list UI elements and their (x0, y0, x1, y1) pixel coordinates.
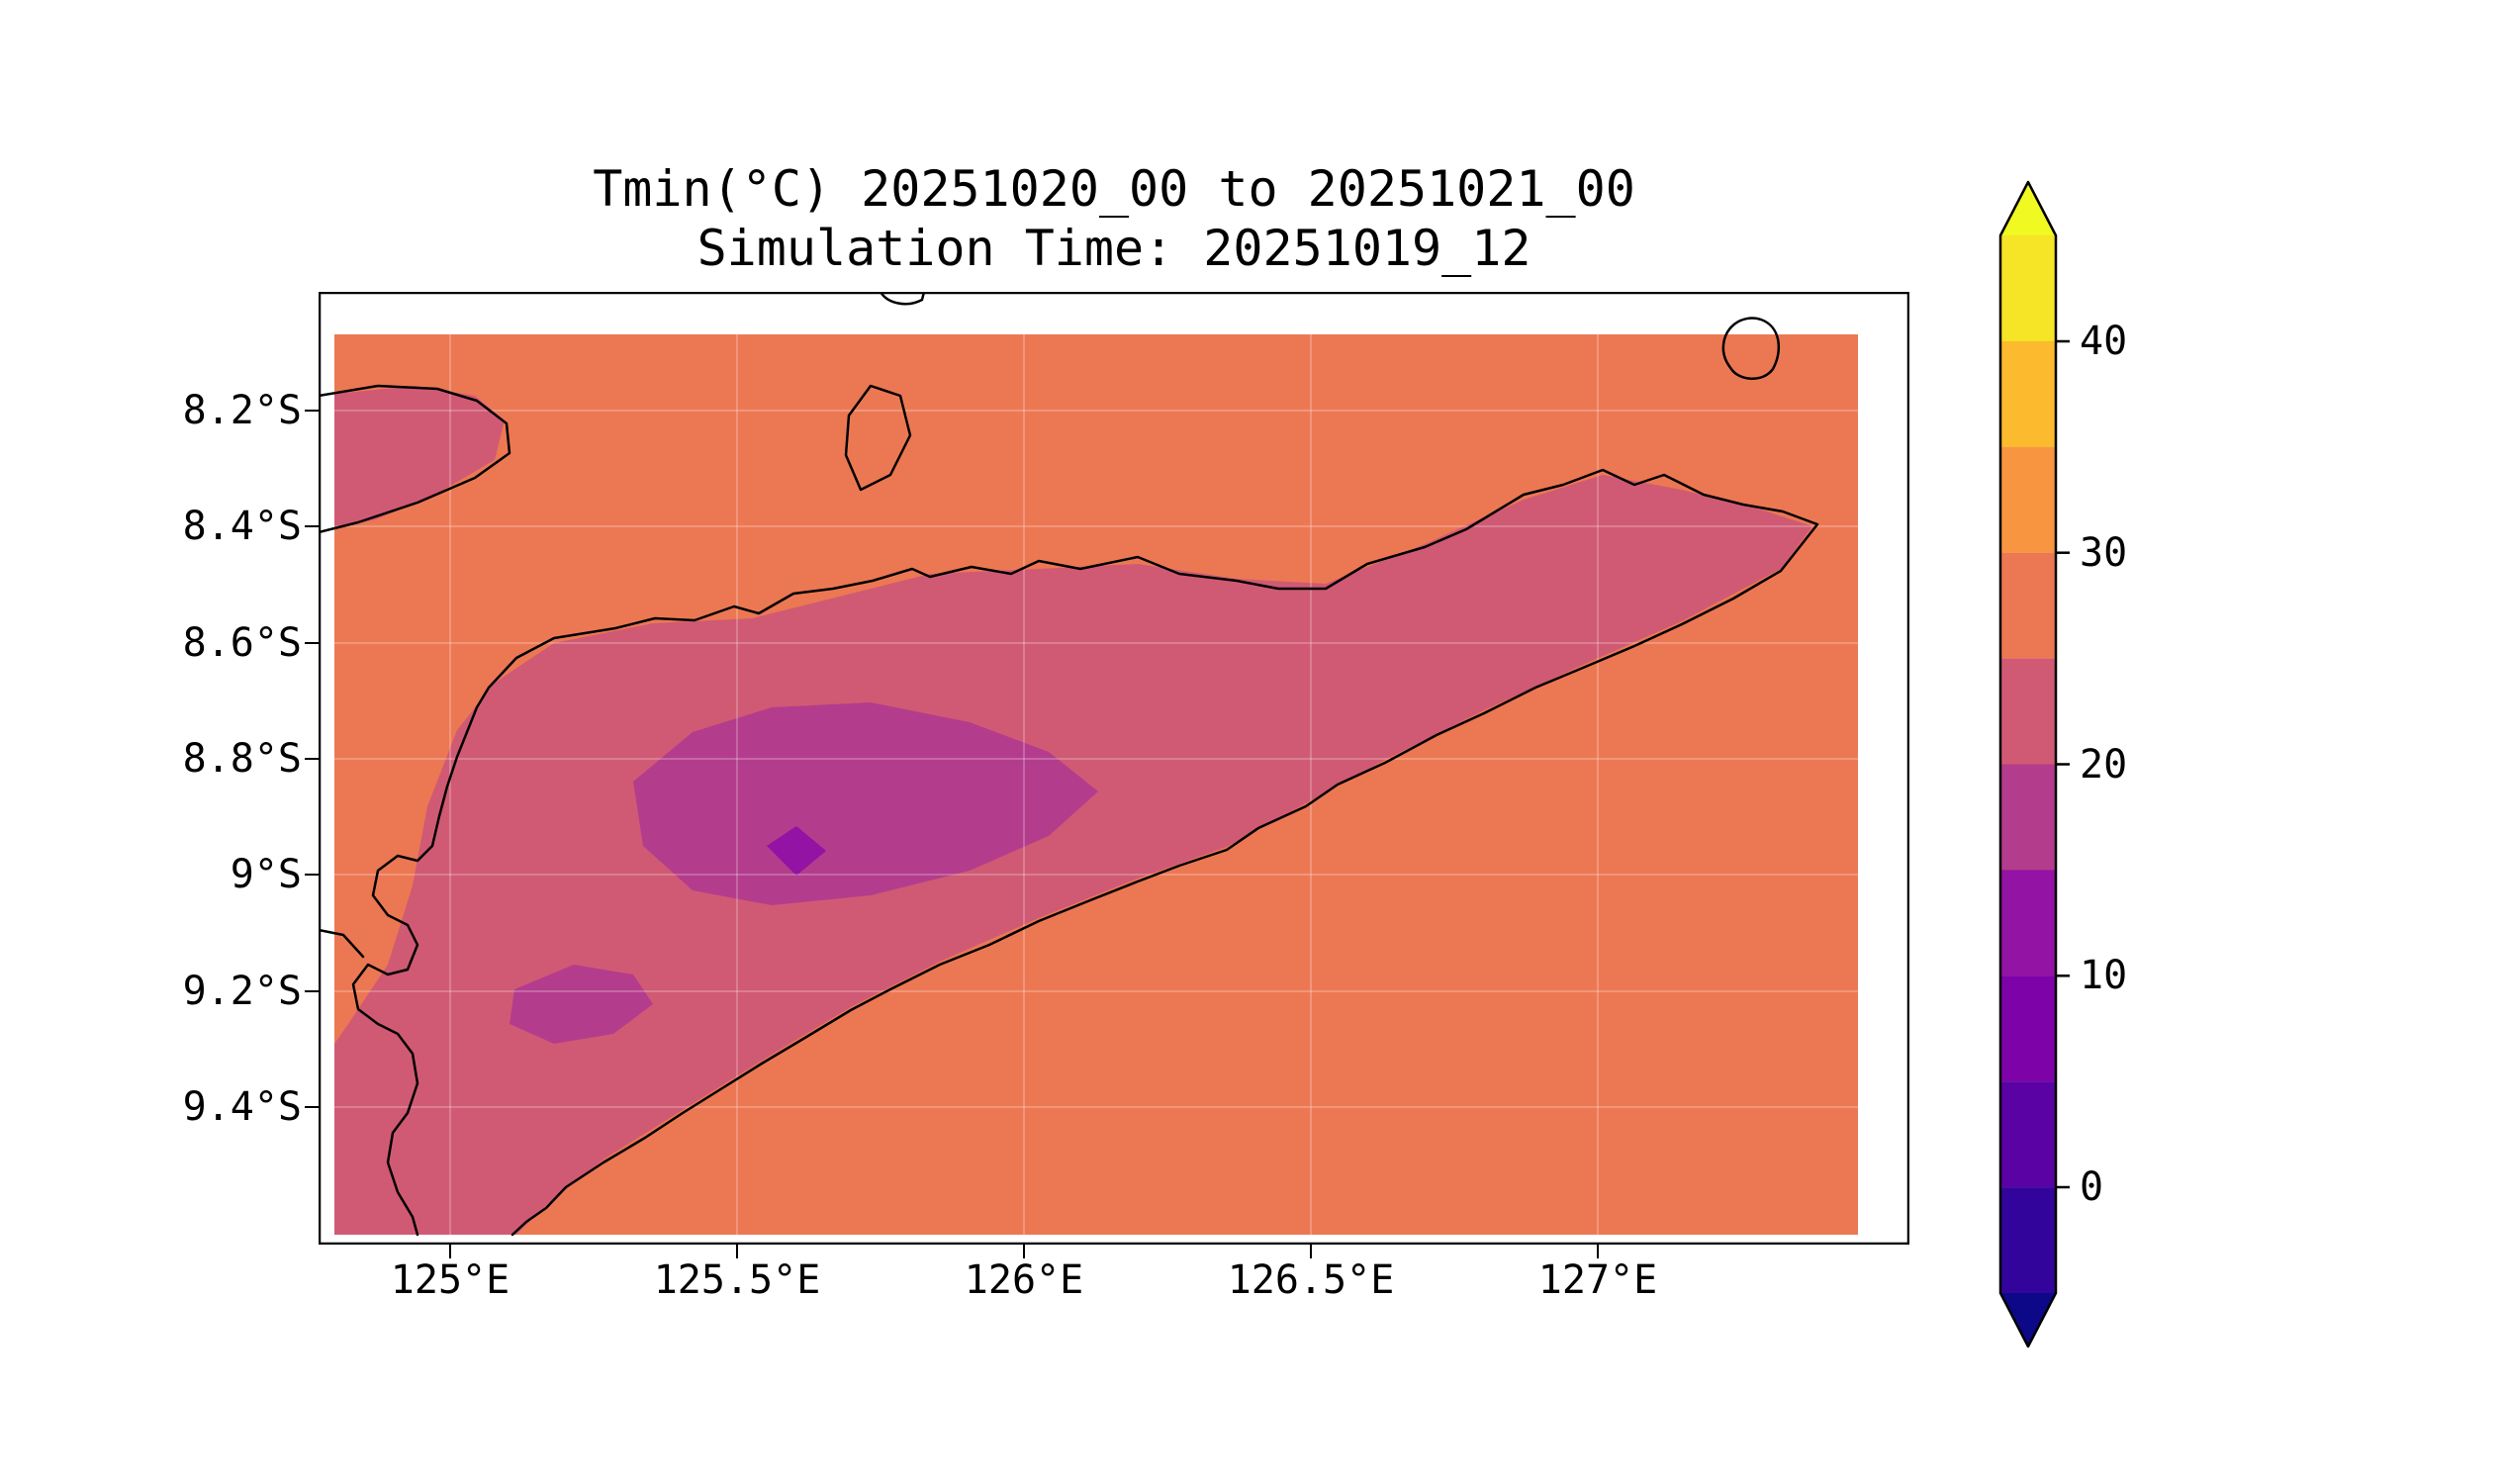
colorbar-band (2000, 1081, 2056, 1188)
colorbar-band (2000, 235, 2056, 341)
y-tick-label: 9.4°S (182, 1084, 302, 1130)
colorbar-band (2000, 340, 2056, 447)
x-tickmark (1023, 1245, 1025, 1258)
coastline-northwest (319, 384, 511, 534)
colorbar (1998, 180, 2070, 1348)
colorbar-band (2000, 870, 2056, 976)
x-tick-label: 127°E (1537, 1257, 1658, 1303)
contour-region-15-20-main (633, 702, 1098, 905)
colorbar-tick-label: 0 (2080, 1164, 2104, 1210)
colorbar-tick-label: 20 (2080, 742, 2128, 788)
colorbar-band (2000, 1187, 2056, 1294)
y-tick-label: 8.4°S (182, 504, 302, 549)
y-tickmark (305, 1106, 319, 1108)
y-tick-label: 8.8°S (182, 736, 302, 782)
colorbar-band (2000, 552, 2056, 659)
y-tick-label: 8.2°S (182, 388, 302, 433)
x-tick-label: 125.5°E (653, 1257, 821, 1303)
x-tickmark (1597, 1245, 1599, 1258)
y-tick-label: 9.2°S (182, 969, 302, 1014)
y-tick-label: 9°S (230, 852, 302, 897)
colorbar-tick-label: 40 (2080, 319, 2128, 364)
x-tickmark (449, 1245, 451, 1258)
contour-region-20-25-main (334, 475, 1812, 1235)
chart-subtitle: Simulation Time: 20251019_12 (696, 220, 1531, 277)
colorbar-band (2000, 975, 2056, 1082)
y-tickmark (305, 874, 319, 876)
colorbar-tick-label: 10 (2080, 953, 2128, 998)
gridlines (334, 334, 1858, 1235)
colorbar-band (2000, 658, 2056, 765)
y-tickmark (305, 525, 319, 527)
coastline-timor (351, 468, 1819, 1237)
coastline-top-edge (879, 292, 926, 306)
x-tick-label: 126°E (964, 1257, 1084, 1303)
contour-map (319, 292, 1909, 1245)
y-tick-label: 8.6°S (182, 620, 302, 666)
colorbar-arrow-low (2000, 1293, 2056, 1346)
coastline-left-edge (319, 928, 365, 959)
y-tickmark (305, 642, 319, 644)
y-tickmark (305, 990, 319, 992)
y-tickmark (305, 758, 319, 760)
colorbar-band (2000, 446, 2056, 553)
colorbar-band (2000, 764, 2056, 871)
contour-region-15-20-small (510, 965, 653, 1044)
colorbar-outline (1998, 180, 2058, 1348)
x-tick-label: 125°E (390, 1257, 510, 1303)
colorbar-arrow-high (2000, 182, 2056, 235)
y-tickmark (305, 410, 319, 412)
colorbar-tick-label: 30 (2080, 530, 2128, 576)
coastline-overlay (319, 292, 1819, 1237)
coastline-ne-island (1721, 317, 1781, 380)
x-tickmark (736, 1245, 738, 1258)
axes-frame (319, 292, 1909, 1245)
x-tickmark (1310, 1245, 1312, 1258)
coastline-atauro-island (844, 384, 912, 492)
x-tick-label: 126.5°E (1227, 1257, 1395, 1303)
contour-region-10-15 (767, 826, 826, 876)
colorbar-tickmarks (2056, 339, 2070, 1189)
chart-title: Tmin(°C) 20251020_00 to 20251021_00 (593, 160, 1635, 218)
contour-region-20-25-nw (334, 386, 505, 529)
